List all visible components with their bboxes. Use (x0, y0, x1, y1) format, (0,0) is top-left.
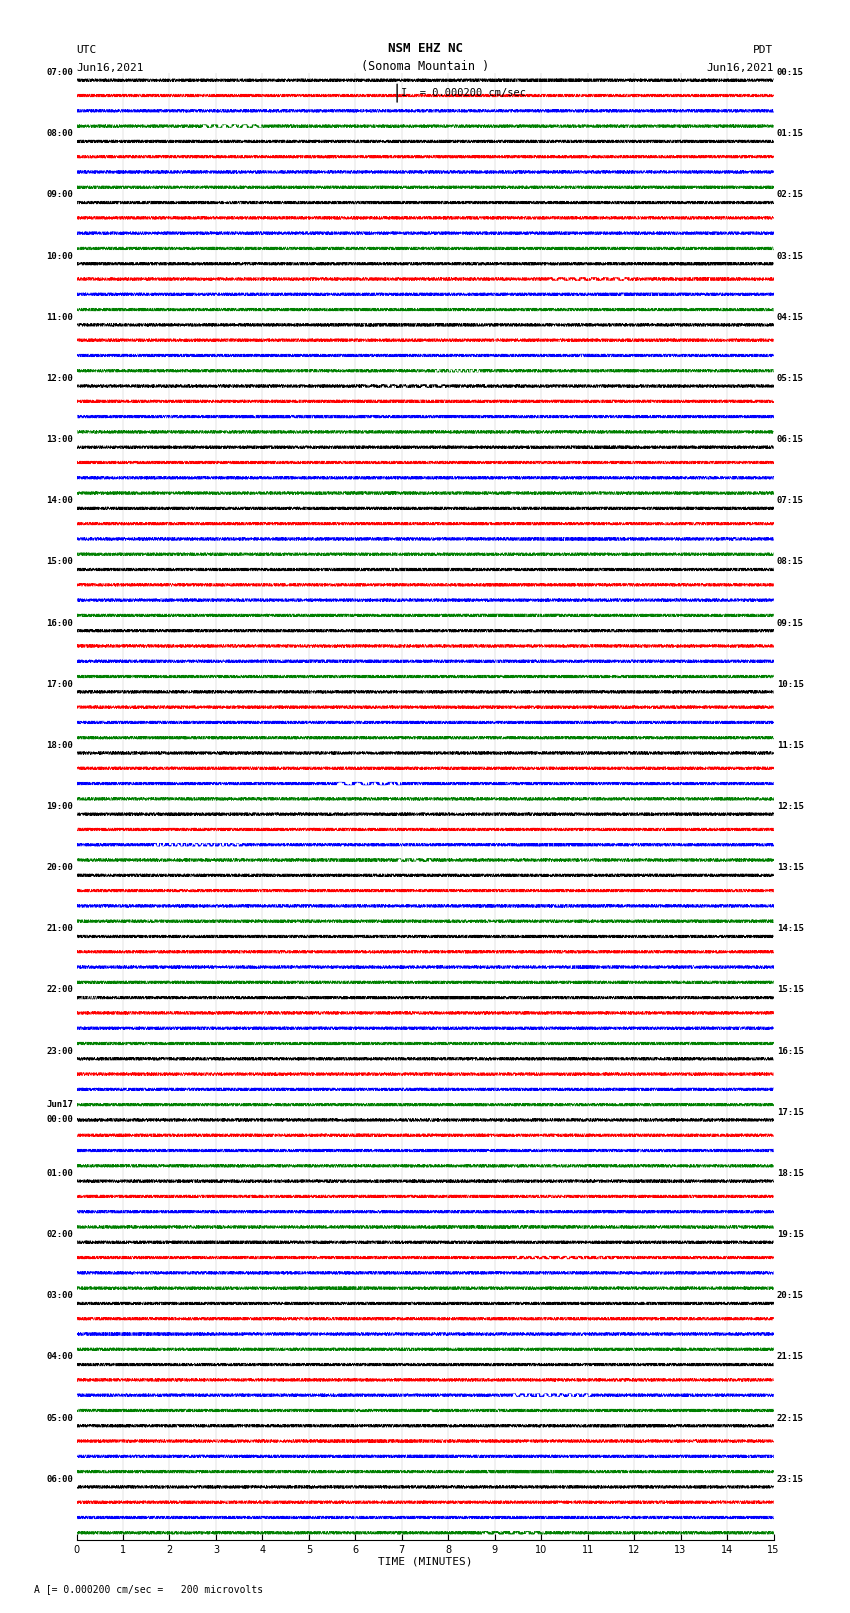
Text: 05:15: 05:15 (777, 374, 804, 382)
Text: 09:15: 09:15 (777, 618, 804, 627)
Text: 02:15: 02:15 (777, 190, 804, 200)
Text: 02:00: 02:00 (46, 1231, 73, 1239)
Text: 04:15: 04:15 (777, 313, 804, 321)
X-axis label: TIME (MINUTES): TIME (MINUTES) (377, 1557, 473, 1566)
Text: 22:00: 22:00 (46, 986, 73, 995)
Text: 00:00: 00:00 (46, 1116, 73, 1124)
Text: 16:00: 16:00 (46, 618, 73, 627)
Text: 17:00: 17:00 (46, 679, 73, 689)
Text: Jun17: Jun17 (46, 1100, 73, 1110)
Text: NSM EHZ NC: NSM EHZ NC (388, 42, 462, 55)
Text: Jun16,2021: Jun16,2021 (76, 63, 144, 73)
Text: 09:00: 09:00 (46, 190, 73, 200)
Text: A [= 0.000200 cm/sec =   200 microvolts: A [= 0.000200 cm/sec = 200 microvolts (34, 1584, 264, 1594)
Text: 19:00: 19:00 (46, 802, 73, 811)
Text: Jun16,2021: Jun16,2021 (706, 63, 774, 73)
Text: 11:15: 11:15 (777, 740, 804, 750)
Text: 15:15: 15:15 (777, 986, 804, 995)
Text: 20:15: 20:15 (777, 1292, 804, 1300)
Text: 16:15: 16:15 (777, 1047, 804, 1055)
Text: 19:15: 19:15 (777, 1231, 804, 1239)
Text: 17:15: 17:15 (777, 1108, 804, 1116)
Text: 23:15: 23:15 (777, 1474, 804, 1484)
Text: 12:15: 12:15 (777, 802, 804, 811)
Text: PDT: PDT (753, 45, 774, 55)
Text: 04:00: 04:00 (46, 1352, 73, 1361)
Text: 22:15: 22:15 (777, 1413, 804, 1423)
Text: 21:15: 21:15 (777, 1352, 804, 1361)
Text: I  = 0.000200 cm/sec: I = 0.000200 cm/sec (400, 89, 525, 98)
Text: 07:15: 07:15 (777, 497, 804, 505)
Text: 03:00: 03:00 (46, 1292, 73, 1300)
Text: 13:00: 13:00 (46, 436, 73, 444)
Text: 20:00: 20:00 (46, 863, 73, 873)
Text: 23:00: 23:00 (46, 1047, 73, 1055)
Text: 08:15: 08:15 (777, 558, 804, 566)
Text: 15:00: 15:00 (46, 558, 73, 566)
Text: 10:15: 10:15 (777, 679, 804, 689)
Text: 06:00: 06:00 (46, 1474, 73, 1484)
Text: 13:15: 13:15 (777, 863, 804, 873)
Text: 01:00: 01:00 (46, 1169, 73, 1177)
Text: 03:15: 03:15 (777, 252, 804, 261)
Text: 14:00: 14:00 (46, 497, 73, 505)
Text: 00:15: 00:15 (777, 68, 804, 77)
Text: 12:00: 12:00 (46, 374, 73, 382)
Text: 18:00: 18:00 (46, 740, 73, 750)
Text: 08:00: 08:00 (46, 129, 73, 139)
Text: UTC: UTC (76, 45, 97, 55)
Text: 18:15: 18:15 (777, 1169, 804, 1177)
Text: 05:00: 05:00 (46, 1413, 73, 1423)
Text: 01:15: 01:15 (777, 129, 804, 139)
Text: 07:00: 07:00 (46, 68, 73, 77)
Text: (Sonoma Mountain ): (Sonoma Mountain ) (361, 60, 489, 73)
Text: 11:00: 11:00 (46, 313, 73, 321)
Text: 21:00: 21:00 (46, 924, 73, 934)
Text: 14:15: 14:15 (777, 924, 804, 934)
Text: 10:00: 10:00 (46, 252, 73, 261)
Text: 06:15: 06:15 (777, 436, 804, 444)
